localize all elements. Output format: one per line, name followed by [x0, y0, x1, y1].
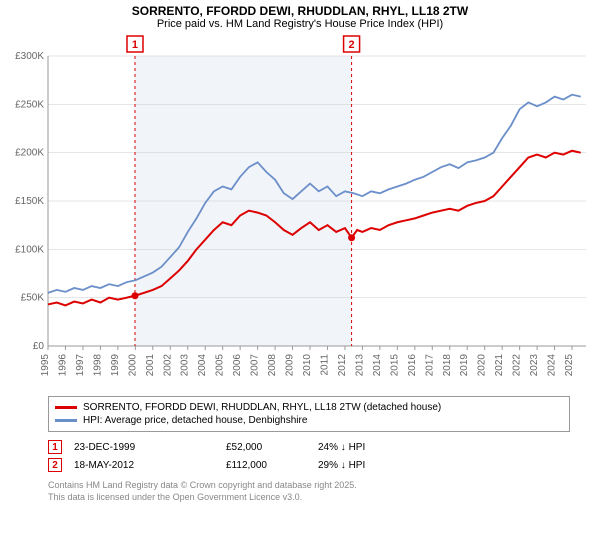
marker-row: 1 23-DEC-1999 £52,000 24% ↓ HPI — [48, 438, 570, 456]
chart-svg: £0 £50K £100K £150K £200K £250K £300K 1995 1996 1… — [0, 32, 600, 392]
svg-text:2007: 2007 — [250, 354, 261, 377]
footer-line1: Contains HM Land Registry data © Crown c… — [48, 480, 570, 492]
legend-label-property: SORRENTO, FFORDD DEWI, RHUDDLAN, RHYL, L… — [83, 402, 441, 413]
svg-text:£100K: £100K — [15, 244, 44, 255]
svg-text:1998: 1998 — [92, 354, 103, 377]
svg-text:2009: 2009 — [285, 354, 296, 377]
svg-text:2018: 2018 — [442, 354, 453, 377]
svg-text:£200K: £200K — [15, 148, 44, 159]
marker-delta: 24% ↓ HPI — [318, 442, 365, 453]
svg-text:£50K: £50K — [21, 293, 45, 304]
marker-date: 18-MAY-2012 — [74, 460, 214, 471]
svg-text:1: 1 — [132, 39, 138, 51]
footer-attribution: Contains HM Land Registry data © Crown c… — [48, 480, 570, 503]
svg-text:2019: 2019 — [459, 354, 470, 377]
svg-text:1996: 1996 — [57, 354, 68, 377]
marker-info-table: 1 23-DEC-1999 £52,000 24% ↓ HPI2 18-MAY-… — [48, 438, 570, 474]
chart-title: SORRENTO, FFORDD DEWI, RHUDDLAN, RHYL, L… — [0, 0, 600, 18]
marker-row: 2 18-MAY-2012 £112,000 29% ↓ HPI — [48, 456, 570, 474]
legend-item-property: SORRENTO, FFORDD DEWI, RHUDDLAN, RHYL, L… — [55, 401, 563, 414]
legend-box: SORRENTO, FFORDD DEWI, RHUDDLAN, RHYL, L… — [48, 396, 570, 432]
chart-subtitle: Price paid vs. HM Land Registry's House … — [0, 18, 600, 32]
svg-text:2012: 2012 — [337, 354, 348, 377]
marker-badge: 1 — [48, 440, 62, 454]
svg-text:£250K: £250K — [15, 99, 44, 110]
svg-text:2021: 2021 — [494, 354, 505, 377]
svg-text:2017: 2017 — [424, 354, 435, 377]
svg-text:2011: 2011 — [319, 354, 330, 376]
svg-text:2014: 2014 — [372, 354, 383, 377]
marker-badge: 2 — [48, 458, 62, 472]
svg-text:1997: 1997 — [75, 354, 86, 377]
svg-text:2024: 2024 — [547, 354, 558, 377]
legend-label-hpi: HPI: Average price, detached house, Denb… — [83, 415, 307, 426]
svg-text:1995: 1995 — [40, 354, 51, 377]
svg-text:2006: 2006 — [232, 354, 243, 377]
svg-text:2020: 2020 — [477, 354, 488, 377]
svg-text:2004: 2004 — [197, 354, 208, 377]
legend-item-hpi: HPI: Average price, detached house, Denb… — [55, 414, 563, 427]
svg-text:2015: 2015 — [389, 354, 400, 377]
svg-text:2025: 2025 — [564, 354, 575, 377]
svg-text:1999: 1999 — [110, 354, 121, 377]
svg-text:£150K: £150K — [15, 196, 44, 207]
legend-swatch-property — [55, 406, 77, 409]
svg-text:2: 2 — [349, 39, 355, 51]
svg-text:2022: 2022 — [512, 354, 523, 377]
svg-text:2010: 2010 — [302, 354, 313, 377]
chart-area: £0 £50K £100K £150K £200K £250K £300K 1995 1996 1… — [0, 32, 600, 392]
svg-text:2003: 2003 — [180, 354, 191, 377]
svg-text:£0: £0 — [33, 341, 45, 352]
marker-date: 23-DEC-1999 — [74, 442, 214, 453]
svg-text:2013: 2013 — [354, 354, 365, 377]
legend-swatch-hpi — [55, 419, 77, 422]
marker-delta: 29% ↓ HPI — [318, 460, 365, 471]
svg-text:2001: 2001 — [145, 354, 156, 377]
svg-text:2002: 2002 — [162, 354, 173, 377]
svg-text:£300K: £300K — [15, 51, 44, 62]
svg-text:2016: 2016 — [407, 354, 418, 377]
svg-text:2008: 2008 — [267, 354, 278, 377]
svg-text:2000: 2000 — [127, 354, 138, 377]
svg-text:2023: 2023 — [529, 354, 540, 377]
footer-line2: This data is licensed under the Open Gov… — [48, 492, 570, 504]
marker-price: £112,000 — [226, 460, 306, 471]
marker-price: £52,000 — [226, 442, 306, 453]
svg-text:2005: 2005 — [215, 354, 226, 377]
